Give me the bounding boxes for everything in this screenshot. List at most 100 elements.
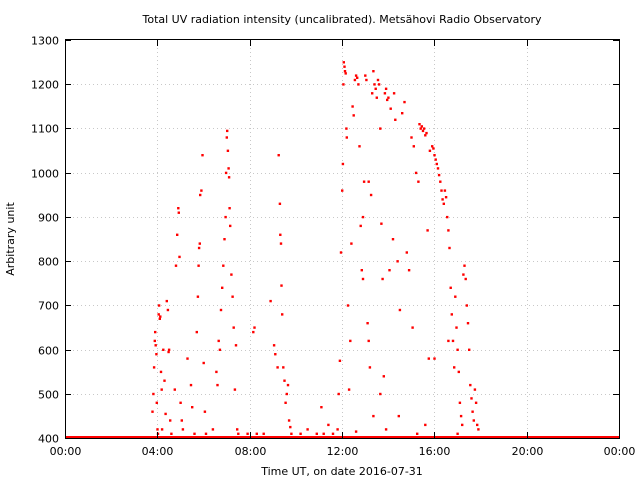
data-point — [376, 78, 380, 82]
data-point — [451, 339, 455, 343]
data-point — [338, 359, 342, 362]
data-point — [345, 136, 348, 139]
data-point — [215, 370, 218, 374]
data-point — [357, 83, 360, 86]
data-point — [197, 246, 201, 250]
data-point — [174, 264, 178, 267]
data-point — [152, 366, 156, 369]
data-point — [152, 392, 155, 396]
data-point — [320, 406, 323, 409]
data-point — [377, 83, 381, 86]
data-point — [231, 295, 234, 298]
data-point — [454, 295, 457, 298]
data-point — [341, 189, 344, 192]
data-point — [476, 423, 479, 427]
y-tick-label: 800 — [38, 256, 59, 269]
data-point — [346, 304, 350, 307]
data-point — [358, 145, 361, 148]
data-point — [456, 432, 459, 435]
data-point — [388, 269, 391, 272]
data-point — [422, 127, 426, 130]
data-point — [468, 348, 471, 351]
data-point — [369, 193, 373, 197]
data-point — [361, 277, 365, 281]
data-point — [368, 366, 372, 369]
chart-title: Total UV radiation intensity (uncalibrat… — [142, 13, 542, 26]
data-point — [384, 428, 388, 431]
data-point — [278, 202, 282, 205]
data-point — [331, 432, 335, 435]
y-tick-label: 600 — [38, 345, 59, 358]
data-point — [436, 167, 440, 170]
data-point — [453, 366, 456, 369]
data-point — [159, 370, 163, 374]
data-point — [158, 317, 161, 320]
data-point — [466, 322, 470, 325]
data-point — [272, 344, 276, 347]
data-point — [201, 154, 204, 157]
data-point — [222, 264, 225, 267]
x-tick-label: 00:00 — [604, 445, 636, 458]
data-point — [427, 357, 430, 360]
data-point — [200, 189, 203, 192]
data-point — [418, 123, 421, 126]
data-point — [464, 277, 467, 281]
data-point — [306, 428, 309, 431]
data-point — [419, 127, 422, 130]
data-point — [155, 401, 158, 404]
y-tick-label: 1200 — [31, 79, 59, 92]
data-point — [366, 322, 369, 325]
data-point — [286, 383, 290, 387]
data-point — [347, 388, 351, 391]
data-point — [443, 189, 447, 192]
data-points — [151, 61, 480, 435]
data-point — [372, 70, 375, 73]
data-point — [386, 98, 389, 102]
data-point — [229, 224, 232, 228]
data-point — [431, 145, 434, 148]
data-point — [447, 339, 450, 343]
data-point — [447, 229, 450, 232]
data-point — [234, 344, 238, 347]
data-point — [379, 127, 382, 130]
data-point — [428, 149, 432, 152]
data-point — [199, 193, 202, 197]
data-point — [193, 432, 196, 435]
data-point — [233, 388, 237, 391]
data-point — [221, 286, 224, 289]
x-tick-label: 08:00 — [235, 445, 267, 458]
data-point — [412, 145, 415, 148]
data-point — [155, 353, 158, 356]
data-point — [284, 401, 287, 404]
data-point — [441, 198, 444, 201]
data-point — [420, 125, 423, 128]
data-point — [405, 251, 408, 254]
data-point — [356, 76, 359, 79]
y-axis-label: Arbitrary unit — [4, 202, 17, 276]
data-point — [354, 74, 358, 77]
data-point — [277, 154, 280, 157]
data-point — [383, 92, 387, 95]
y-tick-label: 700 — [38, 300, 59, 313]
data-point — [180, 419, 183, 422]
data-point — [287, 419, 291, 422]
data-point — [327, 423, 330, 427]
data-point — [375, 96, 378, 99]
data-point — [381, 277, 384, 281]
data-point — [255, 432, 258, 435]
data-point — [269, 299, 272, 303]
data-point — [173, 388, 176, 391]
data-point — [463, 264, 466, 267]
data-point — [396, 260, 399, 263]
data-point — [177, 211, 180, 214]
data-point — [283, 379, 286, 382]
data-point — [165, 299, 168, 303]
data-point — [435, 162, 438, 166]
data-point — [232, 326, 235, 329]
data-point — [279, 242, 283, 245]
data-point — [417, 180, 420, 183]
data-point — [224, 215, 227, 219]
data-point — [392, 92, 396, 95]
data-point — [337, 392, 340, 396]
